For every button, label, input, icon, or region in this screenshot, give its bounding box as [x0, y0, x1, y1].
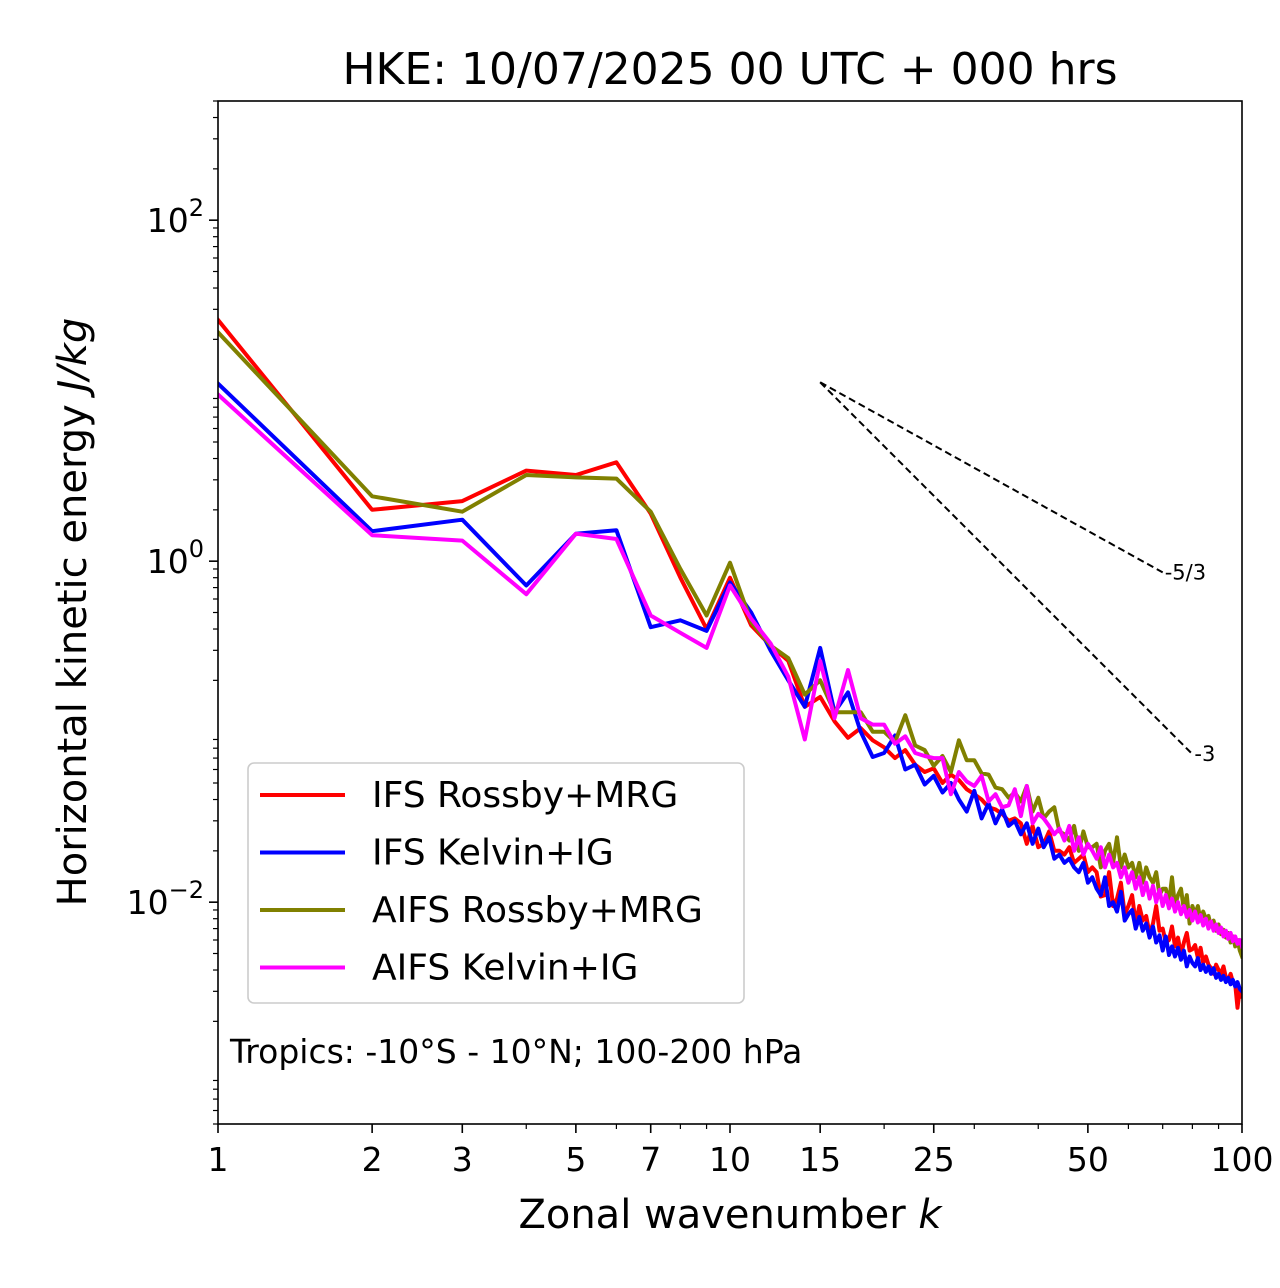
- chart-title: HKE: 10/07/2025 00 UTC + 000 hrs: [342, 44, 1117, 95]
- reference-line-label: -5/3: [1165, 560, 1206, 584]
- x-tick-label: 1: [208, 1140, 229, 1179]
- legend-box: [247, 762, 745, 1004]
- x-axis-label-variable: k: [918, 1192, 943, 1238]
- y-tick-label: 102: [147, 194, 204, 240]
- plot-border: [217, 100, 1243, 1125]
- x-axis-ticks: 1 2 3 5 7 10 15 25 50 100: [208, 1124, 1274, 1179]
- x-tick-label: 10: [709, 1140, 751, 1179]
- y-axis-ticks: 10−2 100 102: [127, 100, 218, 1125]
- x-axis-label-text: Zonal wavenumber: [518, 1192, 918, 1238]
- legend-label: AIFS Rossby+MRG: [372, 890, 703, 931]
- data-series: [218, 317, 1242, 1010]
- series-line: [218, 317, 1242, 1010]
- legend-label: IFS Kelvin+IG: [372, 833, 614, 874]
- legend-label: AIFS Kelvin+IG: [372, 948, 638, 989]
- y-axis-label-text: Horizontal kinetic energy: [50, 392, 96, 907]
- legend-label: IFS Rossby+MRG: [372, 775, 678, 816]
- y-tick-label: 100: [147, 535, 204, 581]
- legend: IFS Rossby+MRG IFS Kelvin+IG AIFS Rossby+M…: [247, 762, 745, 1004]
- x-tick-label: 25: [913, 1140, 955, 1179]
- x-tick-label: 2: [362, 1140, 383, 1179]
- reference-line-label: -3: [1194, 742, 1215, 766]
- x-tick-label: 50: [1067, 1140, 1109, 1179]
- x-tick-label: 100: [1211, 1140, 1274, 1179]
- x-tick-label: 3: [452, 1140, 473, 1179]
- y-axis-label: Horizontal kinetic energy J/kg: [50, 318, 96, 907]
- region-annotation: Tropics: -10°S - 10°N; 100-200 hPa: [229, 1032, 802, 1071]
- reference-slope-lines: -5/3 -3: [819, 381, 1215, 766]
- x-tick-label: 5: [565, 1140, 586, 1179]
- y-tick-label: 10−2: [127, 876, 204, 922]
- x-axis-label: Zonal wavenumber k: [518, 1192, 943, 1238]
- y-axis-label-unit: J/kg: [50, 318, 96, 399]
- x-tick-label: 7: [640, 1140, 661, 1179]
- x-tick-label: 15: [799, 1140, 841, 1179]
- series-line: [218, 391, 1242, 949]
